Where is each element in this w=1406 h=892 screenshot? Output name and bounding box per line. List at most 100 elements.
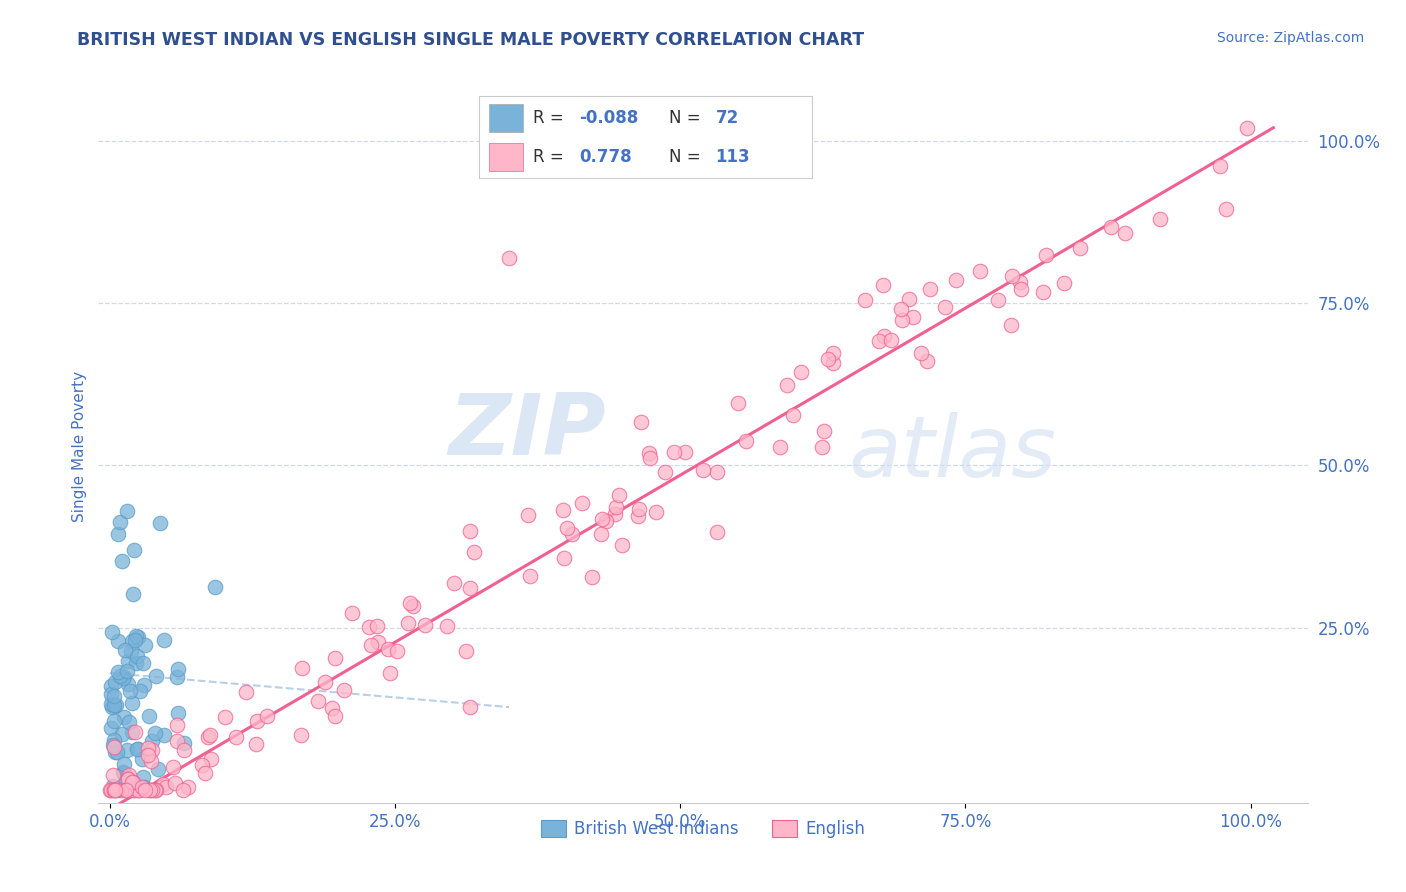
Point — [811, 440, 834, 454]
Point — [103, 745, 125, 759]
Point — [118, 715, 141, 730]
Point — [1035, 248, 1057, 262]
Point — [458, 699, 481, 714]
Point — [197, 730, 219, 744]
Point — [332, 683, 354, 698]
Point — [627, 508, 650, 523]
Point — [817, 352, 839, 367]
Point — [121, 775, 143, 789]
Point — [141, 733, 163, 747]
Point — [910, 346, 932, 360]
Point — [571, 496, 593, 510]
Point — [104, 782, 127, 797]
Point — [141, 743, 163, 757]
Point — [768, 440, 790, 454]
Point — [872, 278, 894, 293]
Point — [553, 551, 575, 566]
Point — [214, 710, 236, 724]
Point — [108, 669, 131, 683]
Point — [377, 641, 399, 656]
Legend: British West Indians, English: British West Indians, English — [534, 813, 872, 845]
Point — [117, 677, 139, 691]
Point — [436, 619, 458, 633]
Point — [200, 728, 222, 742]
Point — [108, 515, 131, 529]
Point — [735, 434, 758, 449]
Point — [1208, 159, 1230, 173]
Point — [101, 700, 124, 714]
Text: Source: ZipAtlas.com: Source: ZipAtlas.com — [1216, 31, 1364, 45]
Point — [898, 292, 921, 306]
Point — [101, 779, 124, 793]
Point — [813, 424, 835, 438]
Point — [612, 538, 634, 552]
Point — [105, 782, 128, 797]
Point — [117, 772, 139, 786]
Point — [378, 665, 401, 680]
Point — [945, 273, 967, 287]
Point — [246, 714, 269, 729]
Point — [122, 775, 145, 789]
Point — [177, 780, 200, 794]
Point — [145, 669, 167, 683]
Point — [104, 675, 127, 690]
Point — [402, 599, 425, 613]
Point — [1010, 275, 1032, 289]
Point — [117, 772, 139, 787]
Point — [969, 263, 991, 277]
Point — [117, 654, 139, 668]
Point — [132, 678, 155, 692]
Point — [868, 334, 890, 349]
Point — [291, 661, 314, 675]
Point — [107, 665, 129, 680]
Point — [194, 766, 217, 780]
Point — [1053, 276, 1076, 290]
Point — [628, 501, 651, 516]
Point — [114, 782, 136, 797]
Point — [396, 616, 419, 631]
Point — [148, 516, 170, 531]
Point — [314, 674, 336, 689]
Point — [139, 754, 162, 768]
Point — [1099, 219, 1122, 234]
Text: ZIP: ZIP — [449, 390, 606, 474]
Point — [172, 782, 194, 797]
Point — [173, 736, 195, 750]
Point — [823, 346, 845, 360]
Point — [460, 524, 482, 539]
Point — [399, 596, 422, 610]
Point — [136, 747, 159, 762]
Text: atlas: atlas — [848, 411, 1056, 495]
Point — [235, 685, 257, 699]
Point — [101, 768, 124, 782]
Point — [166, 733, 188, 747]
Point — [1149, 211, 1171, 226]
Y-axis label: Single Male Poverty: Single Male Poverty — [72, 370, 87, 522]
Point — [128, 782, 150, 797]
Point — [103, 739, 125, 754]
Point — [591, 512, 613, 526]
Point — [132, 656, 155, 670]
Point — [873, 328, 896, 343]
Point — [132, 780, 155, 795]
Point — [591, 526, 613, 541]
Point — [107, 633, 129, 648]
Point — [121, 725, 143, 739]
Point — [920, 282, 942, 296]
Point — [111, 764, 134, 779]
Point — [122, 543, 145, 558]
Point — [662, 444, 685, 458]
Point — [519, 569, 541, 583]
Point — [100, 687, 122, 701]
Point — [458, 581, 481, 595]
Point — [307, 694, 329, 708]
Point — [323, 708, 346, 723]
Point — [145, 782, 167, 797]
Point — [1010, 282, 1032, 296]
Point — [136, 741, 159, 756]
Point — [173, 742, 195, 756]
Point — [117, 504, 139, 518]
Point — [129, 683, 152, 698]
Point — [112, 710, 135, 724]
Point — [166, 718, 188, 732]
